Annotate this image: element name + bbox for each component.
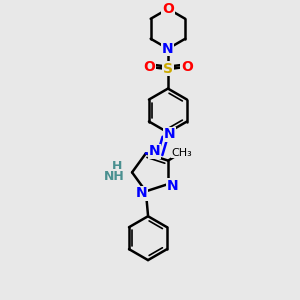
Text: NH: NH [104, 170, 124, 183]
Text: CH₃: CH₃ [172, 148, 193, 158]
Text: O: O [181, 60, 193, 74]
Text: S: S [163, 61, 173, 76]
Text: N: N [149, 144, 161, 158]
Text: H: H [112, 160, 122, 173]
Text: N: N [136, 186, 148, 200]
Text: N: N [162, 42, 174, 56]
Text: O: O [162, 2, 174, 16]
Text: O: O [143, 60, 155, 74]
Text: N: N [166, 179, 178, 193]
Text: N: N [164, 128, 176, 142]
